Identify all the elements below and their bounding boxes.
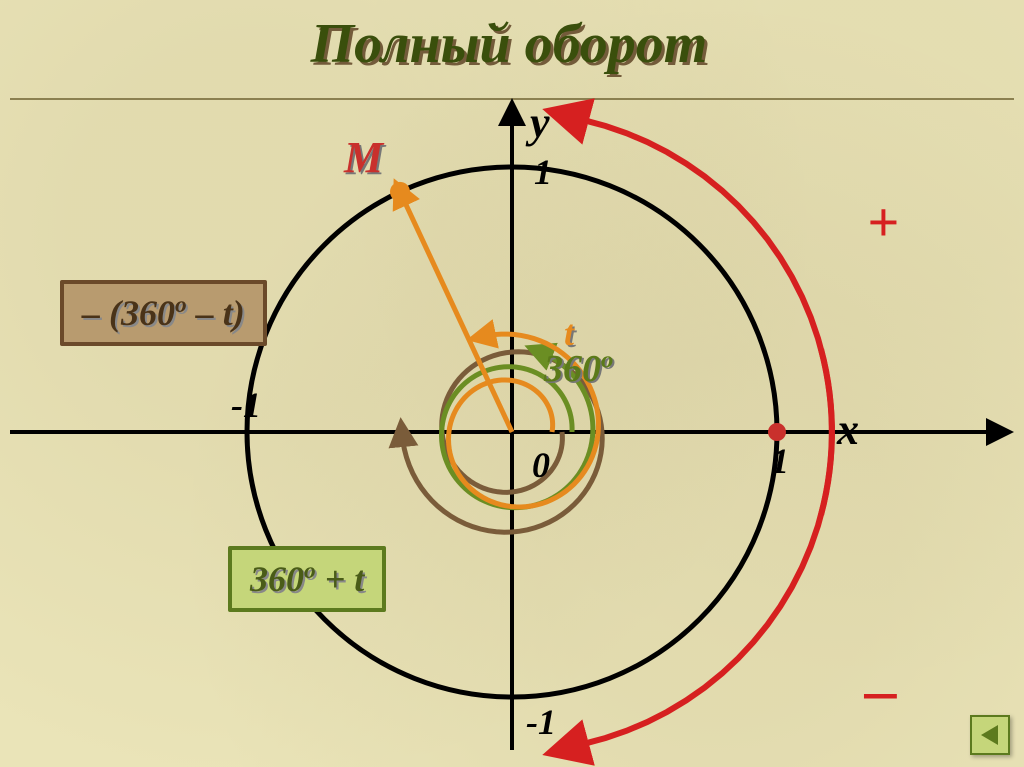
x-axis-label: x xyxy=(837,404,859,455)
diagram-svg xyxy=(0,0,1024,767)
tick-pos-y: 1 xyxy=(534,151,552,193)
formula-box-plus: 360о + t 360о + t xyxy=(228,546,386,612)
angle-360-label: 360o 360o xyxy=(544,346,613,391)
tick-pos-x: 1 xyxy=(771,440,789,482)
origin-label: 0 xyxy=(532,444,550,486)
plus-direction-label: + xyxy=(867,191,899,255)
tick-neg-x: -1 xyxy=(231,384,261,426)
point-m-label: M M xyxy=(344,132,383,183)
minus-direction-label: – xyxy=(865,653,897,727)
tick-neg-y: -1 xyxy=(526,701,556,743)
formula-box-neg: – (360о – t) – (360о – t) xyxy=(60,280,267,346)
slide: Полный оборот Полный оборот y x 0 1 xyxy=(0,0,1024,767)
y-axis-label: y xyxy=(530,97,550,148)
triangle-left-icon xyxy=(978,723,1002,747)
back-button[interactable] xyxy=(970,715,1010,755)
